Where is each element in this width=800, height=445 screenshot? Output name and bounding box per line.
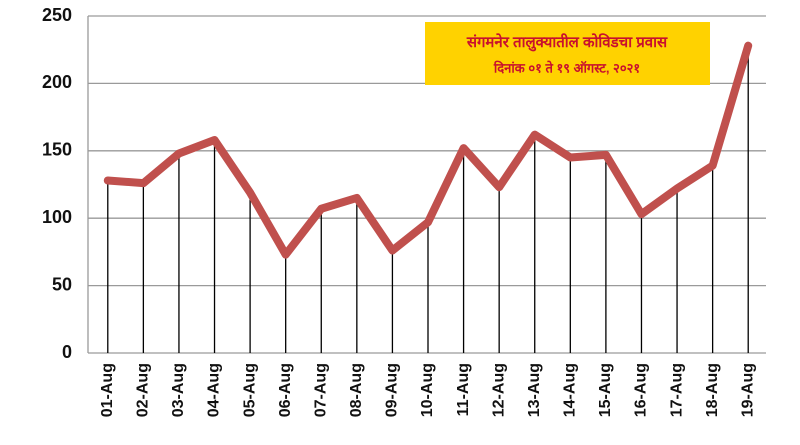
x-tick-label: 03-Aug	[170, 363, 187, 417]
x-tick-label: 07-Aug	[312, 363, 329, 417]
x-tick-label: 19-Aug	[739, 363, 756, 417]
y-tick-label: 0	[62, 342, 72, 362]
chart-subtitle: दिनांक ०१ ते १९ ऑगस्ट, २०२१	[493, 60, 640, 75]
chart-title: संगमनेर तालुक्यातील कोविडचा प्रवास	[466, 33, 668, 52]
x-tick-label: 06-Aug	[277, 363, 294, 417]
data-line	[103, 41, 753, 259]
y-tick-label: 150	[42, 140, 72, 160]
x-tick-label: 02-Aug	[135, 363, 152, 417]
x-tick-label: 08-Aug	[348, 363, 365, 417]
x-tick-label: 18-Aug	[704, 363, 721, 417]
y-tick-label: 50	[52, 274, 72, 294]
x-tick-label: 01-Aug	[99, 363, 116, 417]
x-tick-label: 15-Aug	[597, 363, 614, 417]
x-tick-label: 14-Aug	[562, 363, 579, 417]
x-tick-label: 16-Aug	[633, 363, 650, 417]
x-tick-label: 04-Aug	[206, 363, 223, 417]
title-box	[425, 22, 710, 85]
x-tick-label: 12-Aug	[490, 363, 507, 417]
x-tick-label: 09-Aug	[384, 363, 401, 417]
x-tick-label: 10-Aug	[419, 363, 436, 417]
y-tick-label: 100	[42, 207, 72, 227]
y-tick-label: 250	[42, 5, 72, 25]
x-tick-label: 17-Aug	[668, 363, 685, 417]
x-tick-label: 11-Aug	[455, 363, 472, 416]
y-tick-label: 200	[42, 72, 72, 92]
x-tick-label: 05-Aug	[241, 363, 258, 417]
x-tick-label: 13-Aug	[526, 363, 543, 417]
